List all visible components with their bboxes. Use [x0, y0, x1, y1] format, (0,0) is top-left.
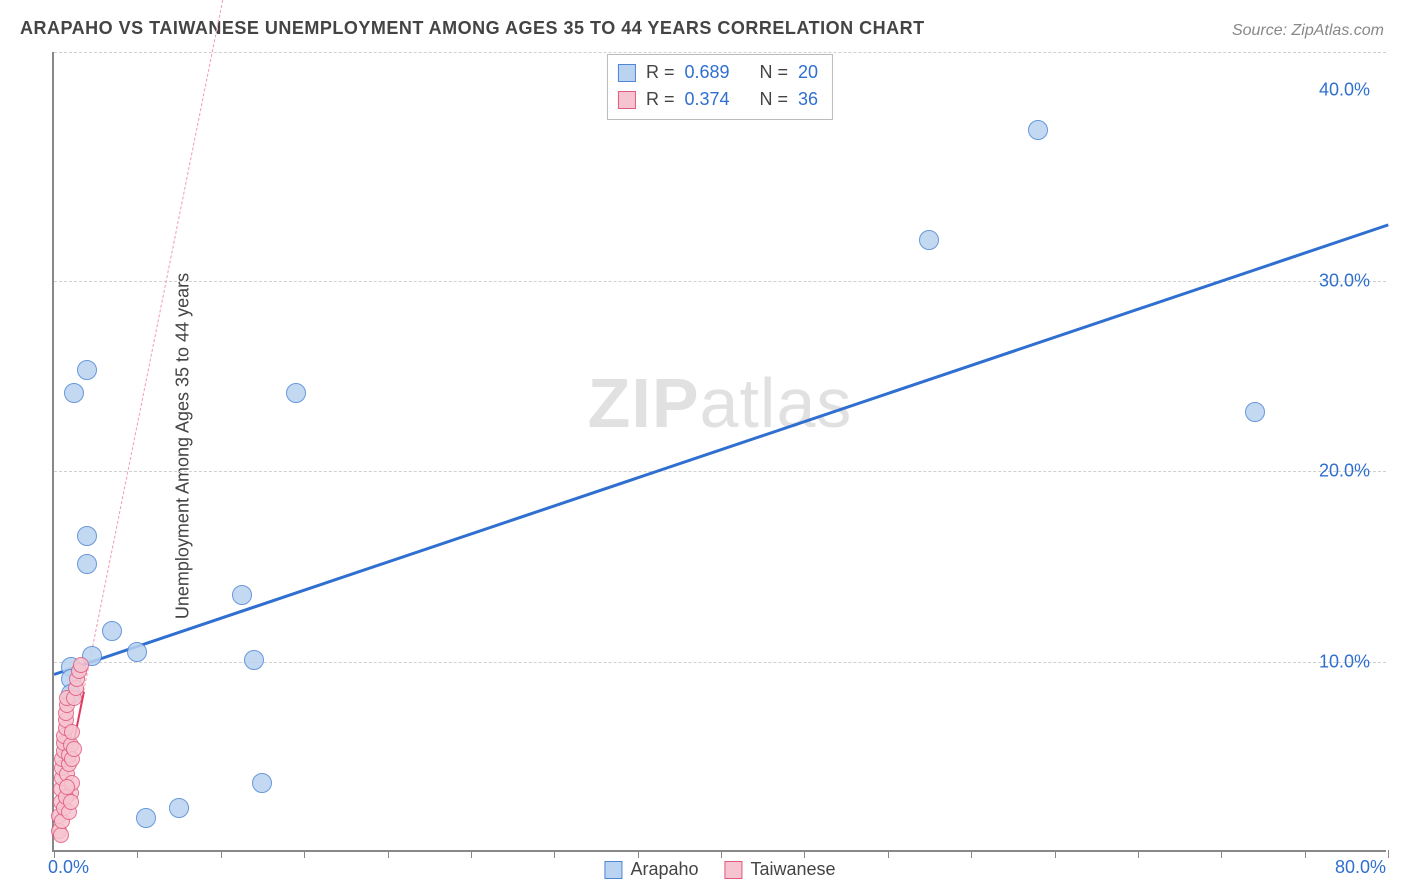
data-point	[136, 808, 156, 828]
swatch-arapaho-icon	[618, 64, 636, 82]
data-point	[127, 642, 147, 662]
legend-item-arapaho: Arapaho	[604, 859, 698, 880]
data-point	[286, 383, 306, 403]
data-point	[77, 554, 97, 574]
legend-label: Arapaho	[630, 859, 698, 880]
x-tick	[221, 850, 222, 858]
x-tick	[638, 850, 639, 858]
gridline-h	[54, 471, 1386, 472]
x-tick	[304, 850, 305, 858]
legend: Arapaho Taiwanese	[604, 859, 835, 880]
x-tick	[1305, 850, 1306, 858]
gridline-h	[54, 281, 1386, 282]
data-point	[919, 230, 939, 250]
data-point	[1245, 402, 1265, 422]
data-point	[64, 724, 80, 740]
stats-row-arapaho: R = 0.689 N = 20	[618, 59, 818, 86]
x-tick	[54, 850, 55, 858]
y-tick-label: 20.0%	[1319, 461, 1370, 482]
swatch-arapaho-icon	[604, 861, 622, 879]
source-label: Source: ZipAtlas.com	[1232, 22, 1384, 40]
y-tick-label: 30.0%	[1319, 270, 1370, 291]
data-point	[73, 657, 89, 673]
legend-item-taiwanese: Taiwanese	[725, 859, 836, 880]
plot-area: ZIPatlas R = 0.689 N = 20 R = 0.374 N = …	[52, 52, 1386, 852]
data-point	[63, 794, 79, 810]
stats-box: R = 0.689 N = 20 R = 0.374 N = 36	[607, 54, 833, 120]
x-tick	[1055, 850, 1056, 858]
x-tick	[721, 850, 722, 858]
data-point	[77, 360, 97, 380]
legend-label: Taiwanese	[751, 859, 836, 880]
swatch-taiwanese-icon	[618, 91, 636, 109]
data-point	[244, 650, 264, 670]
swatch-taiwanese-icon	[725, 861, 743, 879]
data-point	[77, 526, 97, 546]
x-tick	[804, 850, 805, 858]
data-point	[1028, 120, 1048, 140]
x-tick	[1221, 850, 1222, 858]
gridline-h	[54, 52, 1386, 53]
x-tick	[388, 850, 389, 858]
data-point	[64, 383, 84, 403]
data-point	[102, 621, 122, 641]
x-tick	[471, 850, 472, 858]
data-point	[169, 798, 189, 818]
chart-title: ARAPAHO VS TAIWANESE UNEMPLOYMENT AMONG …	[20, 18, 925, 39]
x-tick	[971, 850, 972, 858]
y-tick-label: 10.0%	[1319, 651, 1370, 672]
x-max-label: 80.0%	[1335, 857, 1386, 878]
x-tick	[1138, 850, 1139, 858]
data-point	[252, 773, 272, 793]
watermark: ZIPatlas	[588, 363, 853, 443]
x-tick	[888, 850, 889, 858]
data-point	[232, 585, 252, 605]
data-point	[66, 741, 82, 757]
x-tick	[137, 850, 138, 858]
chart-container: ARAPAHO VS TAIWANESE UNEMPLOYMENT AMONG …	[0, 0, 1406, 892]
x-min-label: 0.0%	[48, 857, 89, 878]
data-point	[59, 779, 75, 795]
x-tick	[1388, 850, 1389, 858]
trend-line	[54, 223, 1389, 675]
y-tick-label: 40.0%	[1319, 80, 1370, 101]
stats-row-taiwanese: R = 0.374 N = 36	[618, 86, 818, 113]
x-tick	[554, 850, 555, 858]
